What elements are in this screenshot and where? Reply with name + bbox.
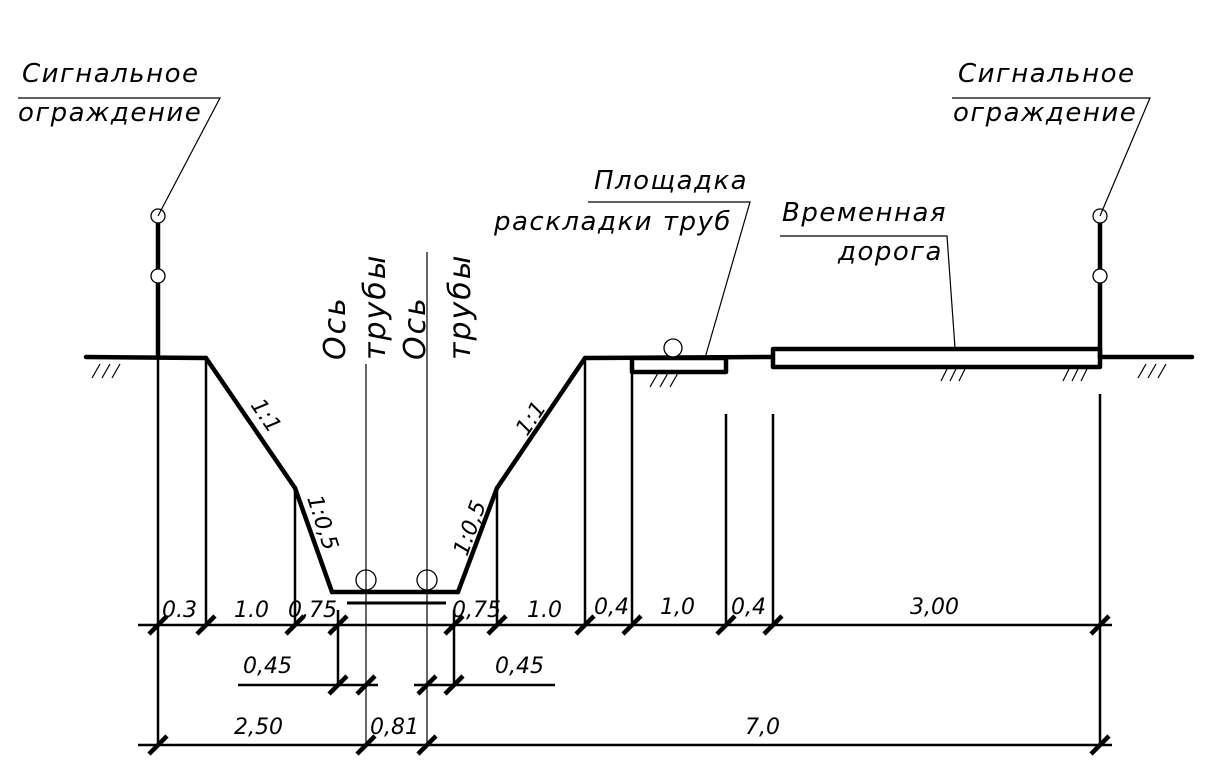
dim-0-75-left: 0,75 [288,598,337,623]
signal-fence-left [150,208,166,360]
dim-0-81: 0,81 [370,715,419,740]
dim-0-45-left: 0,45 [243,654,292,679]
dim-7-0: 7,0 [745,715,780,740]
road-label-line1: Временная [782,198,947,228]
extension-lines [156,357,1102,745]
slope-left-upper-label: 1:1 [245,394,286,437]
road-label-line2: дорога [837,237,943,267]
pipe-axis-2-word1: Ось [398,296,433,360]
fence-right-label-line1: Сигнальное [958,59,1136,89]
leader-lines [18,97,1151,359]
trench-slope-right-upper [494,355,588,491]
slope-right-upper-label: 1:1 [511,397,552,440]
dimension-lines [138,623,1112,747]
dim-1-0-left: 1.0 [234,598,269,623]
dim-0-75-right: 0,75 [452,598,501,623]
pad-label-line2: раскладки труб [493,207,732,237]
dim-0-3: 0.3 [162,598,197,623]
ground-hatching [91,363,1167,388]
trench-slope-left-upper [203,355,298,491]
fence-left-label-line1: Сигнальное [22,59,200,89]
pipe-laying-pad [629,355,729,375]
fence-left-label-line2: ограждение [18,98,202,128]
pipe-axis-1-word1: Ось [318,296,353,360]
ground-line-left [83,354,209,361]
dim-2-50: 2,50 [234,715,283,740]
pipe-axis-2-word2: трубы [443,254,478,360]
signal-fence-right [1092,208,1108,360]
fence-post-mid-icon [150,268,166,284]
dim-3-00: 3,00 [910,595,959,620]
dim-1-0-pad: 1,0 [660,595,695,620]
dim-0-4-left: 0,4 [594,595,629,620]
pipe-on-pad-icon [663,338,683,358]
slope-right-lower-label: 1:0,5 [449,497,492,559]
fence-right-label-line2: ограждение [953,98,1137,128]
temporary-road [770,346,1103,370]
pipe-axis-1-word2: трубы [358,254,393,360]
dim-0-45-right: 0,45 [495,654,544,679]
trench-slope-left-lower [292,485,335,595]
trench-slope-right-lower [455,485,500,595]
dim-1-0-right: 1.0 [527,598,562,623]
dim-0-4-right: 0,4 [731,595,766,620]
trench-profile [83,354,1195,605]
fence-post-mid-icon [1092,268,1108,284]
dimension-ticks [147,614,1111,756]
pad-label-line1: Площадка [594,166,748,196]
